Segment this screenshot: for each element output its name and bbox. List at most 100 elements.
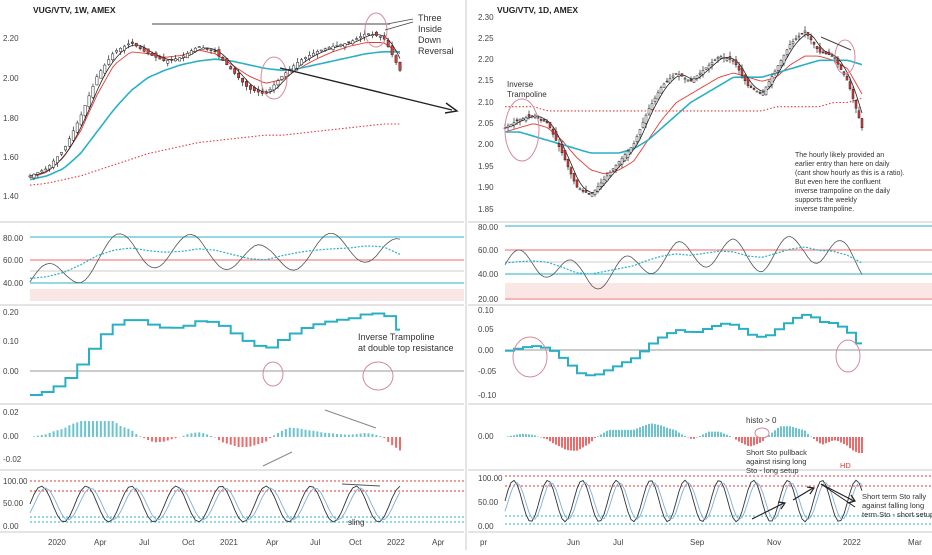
candle xyxy=(750,86,752,87)
histogram-bar xyxy=(618,430,620,437)
candle xyxy=(49,165,51,169)
annotation-text: against rising long xyxy=(746,457,806,466)
candle xyxy=(186,53,188,57)
candle xyxy=(855,100,857,108)
right-chart-title: VUG/VTV, 1D, AMEX xyxy=(497,5,578,15)
candle xyxy=(33,174,35,178)
histogram-bar xyxy=(368,433,370,437)
histogram-bar xyxy=(49,433,51,437)
histogram-bar xyxy=(285,429,287,437)
candle xyxy=(37,172,39,174)
x-tick-label: Mar xyxy=(908,538,922,547)
candle xyxy=(29,176,31,177)
right-stoch-axis: 100.00 50.00 0.00 xyxy=(478,474,503,531)
candle xyxy=(159,57,161,59)
candle xyxy=(615,165,617,169)
histogram-bar xyxy=(395,437,397,448)
histogram-bar xyxy=(567,437,569,450)
histogram-bar xyxy=(738,437,740,442)
candle xyxy=(606,176,608,181)
candle xyxy=(798,36,800,37)
histogram-bar xyxy=(344,434,346,437)
candle xyxy=(741,68,743,75)
histogram-bar xyxy=(143,437,145,438)
histogram-bar xyxy=(186,434,188,437)
candle xyxy=(194,48,196,51)
histogram-bar xyxy=(316,431,318,437)
annotation-circle xyxy=(513,337,547,377)
candle xyxy=(96,77,98,85)
histogram-bar xyxy=(139,436,141,437)
x-tick-label: Sep xyxy=(690,538,705,547)
histogram-bar xyxy=(352,434,354,437)
histogram-bar xyxy=(277,433,279,437)
candle xyxy=(780,60,782,65)
histogram-bar xyxy=(819,437,821,443)
x-tick-label: Jul xyxy=(613,538,623,547)
histogram-bar xyxy=(546,437,548,439)
candle xyxy=(174,59,176,61)
histogram-bar xyxy=(789,426,791,437)
candle xyxy=(525,117,527,121)
histogram-bar xyxy=(816,437,818,441)
candle xyxy=(519,119,521,121)
histogram-bar xyxy=(786,426,788,437)
candle xyxy=(819,47,821,52)
histogram-bar xyxy=(612,430,614,437)
candle xyxy=(552,129,554,134)
histogram-bar xyxy=(717,432,719,437)
histogram-bar xyxy=(795,428,797,437)
right-osc2-axis: 0.00 xyxy=(478,432,494,441)
candle xyxy=(218,50,220,57)
candle xyxy=(624,155,626,161)
annotation-text: Inside xyxy=(418,24,442,34)
candle xyxy=(198,47,200,48)
histogram-bar xyxy=(597,436,599,437)
histogram-bar xyxy=(312,431,314,437)
histogram-bar xyxy=(289,428,291,437)
histogram-bar xyxy=(831,437,833,441)
candle xyxy=(684,78,686,79)
histogram-bar xyxy=(729,436,731,437)
histogram-bar xyxy=(525,434,527,437)
candle xyxy=(747,78,749,86)
histogram-bar xyxy=(147,437,149,440)
candle xyxy=(293,66,295,71)
divergence-line xyxy=(263,452,292,466)
candle xyxy=(660,88,662,94)
histogram-bar xyxy=(242,437,244,447)
rsi-line xyxy=(505,237,862,290)
tick-label: 1.85 xyxy=(478,205,494,214)
candle xyxy=(663,84,665,87)
histogram-bar xyxy=(516,435,518,437)
candle xyxy=(717,57,719,59)
x-tick-label: Apr xyxy=(432,538,445,547)
histogram-bar xyxy=(594,437,596,438)
left-rsi-levels xyxy=(30,237,464,301)
histogram-bar xyxy=(621,430,623,437)
candle xyxy=(612,169,614,170)
candle xyxy=(726,58,728,60)
tick-label: 50.00 xyxy=(478,498,499,507)
annotation-text: term Sto - short setup xyxy=(862,510,932,519)
left-annotations: Three Inside Down Reversal Inverse Tramp… xyxy=(152,13,457,527)
histogram-bar xyxy=(399,437,401,450)
candle xyxy=(804,31,806,33)
right-osc1-axis: 0.10 0.05 0.00 -0.05 -0.10 xyxy=(478,306,497,400)
histogram-bar xyxy=(92,421,94,437)
candle xyxy=(621,158,623,164)
histogram-bar xyxy=(135,434,137,437)
histogram-bar xyxy=(253,437,255,445)
histogram-bar xyxy=(332,433,334,437)
candle xyxy=(603,179,605,183)
candle xyxy=(723,58,725,59)
candle xyxy=(744,75,746,81)
ma-line xyxy=(505,34,862,193)
histogram-bar xyxy=(675,430,677,437)
candle xyxy=(858,111,860,118)
annotation-text: Down xyxy=(418,35,441,45)
histogram-bar xyxy=(660,425,662,437)
histogram-bar xyxy=(549,437,551,441)
x-tick-label: pr xyxy=(480,538,487,547)
tick-label: 20.00 xyxy=(478,295,499,304)
